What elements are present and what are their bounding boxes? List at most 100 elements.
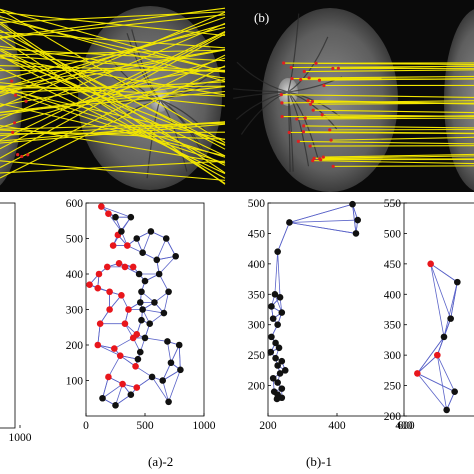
graph-edge (289, 222, 357, 234)
y-tick-label: 300 (384, 350, 402, 362)
graph-edge (97, 344, 121, 357)
match-line (0, 22, 226, 120)
graph-edge (436, 354, 456, 392)
match-point (11, 130, 15, 134)
match-lines-b (281, 62, 474, 167)
match-line (0, 7, 226, 38)
graph-edge (158, 255, 176, 275)
match-point (321, 155, 325, 159)
match-line (0, 11, 226, 37)
match-point (331, 66, 335, 71)
fundus-photo-panel: (b) (0, 0, 474, 192)
y-tick-label: 450 (384, 259, 402, 271)
match-line (0, 45, 226, 79)
node-black (268, 333, 275, 341)
y-tick-label: 200 (384, 411, 402, 423)
vessel (287, 13, 300, 93)
match-line (0, 121, 226, 137)
node-black (165, 398, 172, 406)
graph-edge (178, 344, 181, 370)
node-black (276, 294, 284, 301)
graph-edge (102, 376, 109, 399)
match-line (304, 69, 474, 73)
graph-edge (108, 213, 122, 232)
node-black (267, 348, 275, 356)
node-black (275, 344, 283, 352)
node-black (112, 213, 119, 221)
node-black (278, 357, 286, 365)
graph-edge (151, 376, 169, 403)
x-tick-label: 600 (397, 420, 415, 432)
graph-edge (168, 369, 181, 402)
node-black (159, 377, 166, 384)
match-line (331, 136, 474, 141)
match-point (307, 76, 311, 80)
node-red (121, 320, 129, 328)
match-point (306, 98, 310, 103)
y-tick-label: 600 (66, 198, 84, 210)
y-tick-label: 400 (248, 259, 266, 271)
node-black (139, 249, 146, 256)
node-red (105, 210, 112, 217)
node-red (116, 352, 124, 359)
match-line (0, 48, 226, 157)
match-point (302, 69, 306, 74)
match-point (16, 152, 20, 157)
node-black (133, 235, 141, 242)
node-black (274, 248, 281, 255)
graph-edge (430, 263, 445, 337)
node-black (127, 391, 135, 399)
y-tick-label: 200 (66, 340, 84, 352)
match-point (320, 113, 324, 117)
vessel (287, 91, 338, 130)
match-point (279, 93, 283, 97)
node-black (141, 277, 149, 285)
node-black (146, 320, 154, 328)
node-red (103, 263, 111, 271)
graph-edge (158, 273, 169, 292)
node-black (160, 309, 168, 317)
node-black (148, 373, 156, 381)
match-line (0, 30, 226, 141)
match-line (0, 123, 226, 144)
y-tick-label: 300 (66, 305, 84, 317)
match-line (0, 9, 226, 144)
graph-edge (162, 369, 181, 381)
node-black (136, 299, 144, 306)
graph-edge (446, 391, 456, 411)
node-black (165, 288, 172, 296)
node-black (272, 354, 279, 362)
match-line (0, 29, 226, 150)
vessel (236, 61, 289, 93)
node-black (443, 406, 450, 414)
y-tick-label: 250 (248, 350, 266, 362)
node-red (109, 242, 117, 249)
match-point (280, 114, 284, 119)
match-point (12, 121, 17, 125)
node-red (119, 380, 126, 388)
match-line (0, 160, 226, 181)
node-black (138, 316, 145, 324)
node-black (268, 303, 275, 310)
y-tick-label: 500 (384, 228, 402, 240)
node-red (96, 320, 104, 328)
graph-edge (417, 373, 447, 411)
match-point (10, 79, 14, 83)
vessel (159, 99, 205, 156)
graph-edge (115, 383, 123, 406)
node-black (349, 200, 356, 208)
x-tick-label: 1000 (9, 432, 32, 444)
y-tick-label: 350 (384, 320, 402, 332)
match-line (0, 16, 226, 97)
match-line (289, 131, 474, 135)
match-line (303, 125, 474, 129)
node-black (141, 334, 149, 342)
caption-a2: (a)-2 (148, 454, 173, 469)
node-red (427, 260, 434, 268)
node-black (172, 252, 179, 260)
graph-edge (167, 341, 172, 363)
match-line (0, 31, 226, 150)
node-red (132, 363, 139, 370)
node-black (281, 367, 289, 374)
